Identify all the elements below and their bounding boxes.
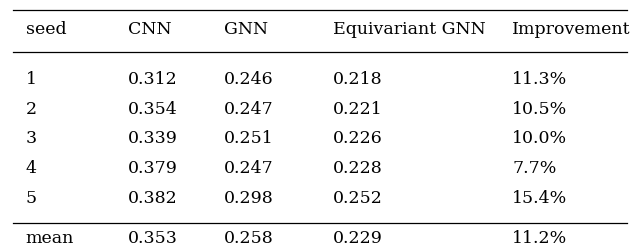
Text: 1: 1 (26, 71, 36, 88)
Text: 7.7%: 7.7% (512, 160, 556, 177)
Text: 4: 4 (26, 160, 36, 177)
Text: 15.4%: 15.4% (512, 190, 567, 207)
Text: 0.339: 0.339 (128, 130, 178, 147)
Text: GNN: GNN (224, 21, 268, 38)
Text: 0.247: 0.247 (224, 160, 274, 177)
Text: 0.226: 0.226 (333, 130, 383, 147)
Text: 0.312: 0.312 (128, 71, 178, 88)
Text: 0.221: 0.221 (333, 101, 383, 118)
Text: 2: 2 (26, 101, 36, 118)
Text: 0.229: 0.229 (333, 230, 383, 247)
Text: 11.3%: 11.3% (512, 71, 567, 88)
Text: mean: mean (26, 230, 74, 247)
Text: 0.353: 0.353 (128, 230, 178, 247)
Text: 10.0%: 10.0% (512, 130, 567, 147)
Text: 0.379: 0.379 (128, 160, 178, 177)
Text: Equivariant GNN: Equivariant GNN (333, 21, 486, 38)
Text: 0.252: 0.252 (333, 190, 383, 207)
Text: Improvement: Improvement (512, 21, 630, 38)
Text: seed: seed (26, 21, 66, 38)
Text: 3: 3 (26, 130, 36, 147)
Text: 0.258: 0.258 (224, 230, 274, 247)
Text: 11.2%: 11.2% (512, 230, 567, 247)
Text: 0.298: 0.298 (224, 190, 274, 207)
Text: 0.228: 0.228 (333, 160, 383, 177)
Text: 0.247: 0.247 (224, 101, 274, 118)
Text: 5: 5 (26, 190, 36, 207)
Text: 0.246: 0.246 (224, 71, 274, 88)
Text: 10.5%: 10.5% (512, 101, 567, 118)
Text: CNN: CNN (128, 21, 172, 38)
Text: 0.218: 0.218 (333, 71, 383, 88)
Text: 0.354: 0.354 (128, 101, 178, 118)
Text: 0.251: 0.251 (224, 130, 274, 147)
Text: 0.382: 0.382 (128, 190, 178, 207)
